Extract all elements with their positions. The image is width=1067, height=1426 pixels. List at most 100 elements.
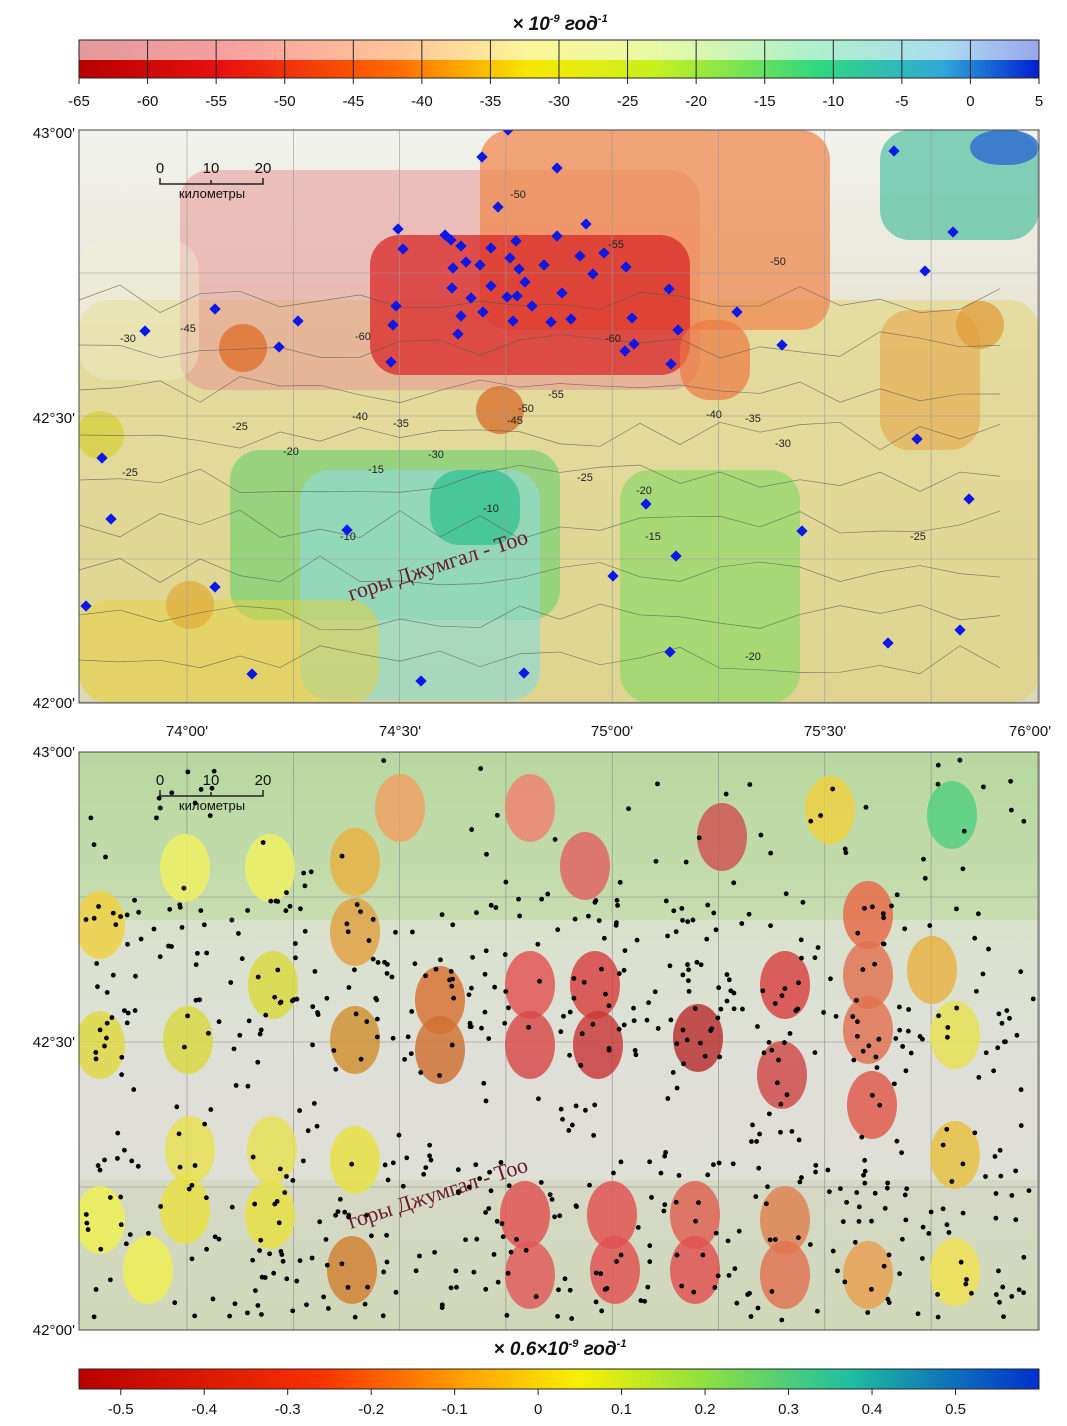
epicenter (941, 1143, 946, 1148)
epicenter (903, 1193, 908, 1198)
epicenter (158, 806, 163, 811)
colorbar-tick-label: -60 (137, 93, 159, 110)
epicenter (945, 1025, 950, 1030)
epicenter (969, 1291, 974, 1296)
epicenter (252, 1202, 257, 1207)
epicenter (501, 1234, 506, 1239)
colorbar-title: × 0.6×10-9 год-1 (494, 1338, 627, 1360)
epicenter (406, 1034, 411, 1039)
epicenter (105, 1021, 110, 1026)
strain-field (930, 1001, 980, 1069)
epicenter (427, 1153, 432, 1158)
epicenter (936, 763, 941, 768)
epicenter (857, 1219, 862, 1224)
epicenter (900, 1237, 905, 1242)
epicenter (903, 1217, 908, 1222)
epicenter (649, 1195, 654, 1200)
epicenter (996, 1269, 1001, 1274)
epicenter (655, 781, 660, 786)
epicenter (862, 1158, 867, 1163)
epicenter (634, 1052, 639, 1057)
epicenter (275, 899, 280, 904)
epicenter (815, 1309, 820, 1314)
epicenter (591, 1133, 596, 1138)
epicenter (363, 1302, 368, 1307)
epicenter (450, 1043, 455, 1048)
colorbar-tick-label: 0 (966, 93, 974, 110)
epicenter (95, 984, 100, 989)
epicenter (197, 997, 202, 1002)
strain-field (570, 951, 620, 1019)
title-exp: -1 (617, 1338, 627, 1350)
epicenter (463, 1237, 468, 1242)
epicenter (306, 1128, 311, 1133)
epicenter (936, 1013, 941, 1018)
epicenter (227, 1314, 232, 1319)
epicenter (959, 1260, 964, 1265)
epicenter (202, 922, 207, 927)
epicenter (563, 1276, 568, 1281)
epicenter (483, 1287, 488, 1292)
epicenter (747, 782, 752, 787)
strain-field (375, 774, 425, 842)
epicenter (862, 1181, 867, 1186)
epicenter (945, 1035, 950, 1040)
epicenter (813, 1050, 818, 1055)
contour-label: -35 (745, 413, 761, 425)
epicenter (325, 1263, 330, 1268)
epicenter (469, 827, 474, 832)
epicenter (779, 1318, 784, 1323)
epicenter (897, 1005, 902, 1010)
epicenter (960, 866, 965, 871)
epicenter (926, 1231, 931, 1236)
epicenter (619, 1160, 624, 1165)
epicenter (294, 1279, 299, 1284)
epicenter (797, 1180, 802, 1185)
epicenter (484, 948, 489, 953)
epicenter (711, 1162, 716, 1167)
epicenter (586, 914, 591, 919)
epicenter (796, 1235, 801, 1240)
epicenter (250, 1258, 255, 1263)
epicenter (1007, 1016, 1012, 1021)
epicenter (960, 1161, 965, 1166)
epicenter (1009, 808, 1014, 813)
epicenter (647, 1243, 652, 1248)
epicenter (788, 1031, 793, 1036)
epicenter (727, 1273, 732, 1278)
epicenter (301, 1158, 306, 1163)
epicenter (681, 1061, 686, 1066)
epicenter (284, 890, 289, 895)
epicenter (929, 1210, 934, 1215)
epicenter (696, 1200, 701, 1205)
epicenter (503, 989, 508, 994)
epicenter (653, 989, 658, 994)
epicenter (174, 1104, 179, 1109)
epicenter (764, 1201, 769, 1206)
contour-label: -45 (180, 323, 196, 335)
epicenter (574, 1103, 579, 1108)
epicenter (555, 927, 560, 932)
epicenter (997, 1300, 1002, 1305)
epicenter (731, 1161, 736, 1166)
epicenter (580, 1031, 585, 1036)
epicenter (828, 976, 833, 981)
epicenter (947, 1230, 952, 1235)
epicenter (893, 1036, 898, 1041)
strain-field (505, 1011, 555, 1079)
epicenter (559, 1107, 564, 1112)
epicenter (317, 1219, 322, 1224)
epicenter (410, 930, 415, 935)
strain-field (247, 1116, 297, 1184)
colorbar-tick-label: 0.1 (611, 1401, 632, 1418)
epicenter (293, 941, 298, 946)
epicenter (136, 1164, 141, 1169)
epicenter (315, 1124, 320, 1129)
epicenter (587, 1183, 592, 1188)
epicenter (128, 1232, 133, 1237)
epicenter (354, 1012, 359, 1017)
epicenter (182, 886, 187, 891)
epicenter (963, 1282, 968, 1287)
epicenter (122, 1008, 127, 1013)
epicenter (421, 1172, 426, 1177)
